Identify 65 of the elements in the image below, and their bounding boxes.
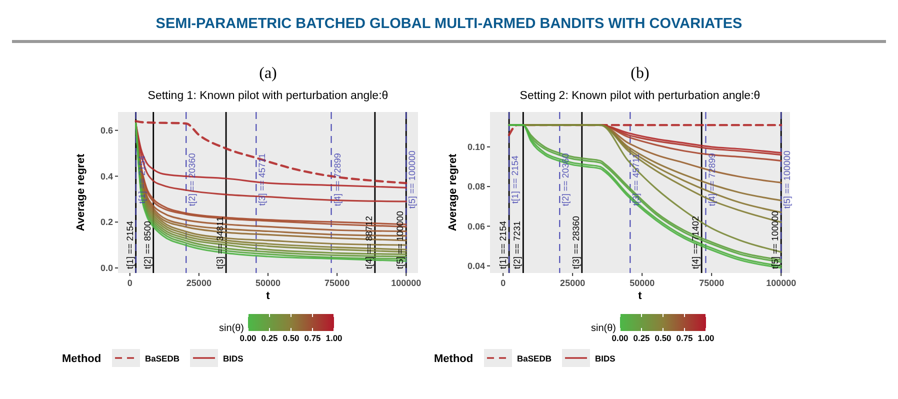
legend-title: Method xyxy=(434,353,474,365)
chart-title: Setting 2: Known pilot with perturbation angle:θ xyxy=(520,90,760,102)
x-tick-label: 75000 xyxy=(699,278,724,288)
ref-line-label: t[2] == 20360 xyxy=(187,153,198,206)
ref-line-label: t[1] == 2154 xyxy=(124,220,135,269)
ref-line-label: t[1] == 2154 xyxy=(136,156,147,204)
x-tick-label: 100000 xyxy=(391,278,422,288)
ref-line-label: t[3] == 28360 xyxy=(570,216,581,269)
color-bar-label: 0.25 xyxy=(261,333,278,343)
x-tick-label: 100000 xyxy=(766,278,796,288)
ref-line-label: t[5] == 100000 xyxy=(407,150,418,209)
ref-line-label: t[5] == 100000 xyxy=(395,210,406,269)
ref-line-label: t[4] == 72899 xyxy=(332,153,342,206)
legend-label: BIDS xyxy=(595,354,616,364)
ref-line-label: t[2] == 20360 xyxy=(560,153,571,206)
ref-line-label: t[1] == 2154 xyxy=(510,156,520,204)
ref-line-label: t[4] == 88712 xyxy=(364,216,374,269)
legend-title: Method xyxy=(62,353,102,365)
color-bar-label: 0.50 xyxy=(282,333,300,343)
y-tick-label: 0.4 xyxy=(100,171,113,182)
color-bar-label: 0.00 xyxy=(240,333,257,343)
y-tick-label: 0.04 xyxy=(467,261,485,272)
y-tick-label: 0.08 xyxy=(467,182,485,192)
y-tick-label: 0.2 xyxy=(100,217,113,228)
y-tick-label: 0.6 xyxy=(100,126,113,136)
y-axis-title: Average regret xyxy=(75,154,87,232)
color-bar-label: 1.00 xyxy=(326,333,343,343)
y-tick-label: 0.10 xyxy=(467,142,485,152)
y-tick-label: 0.0 xyxy=(100,263,113,274)
color-bar-label: 0.75 xyxy=(676,333,694,343)
x-tick-label: 25000 xyxy=(560,278,586,288)
x-axis-title: t xyxy=(266,290,270,302)
text: (a) xyxy=(259,65,277,82)
x-tick-label: 0 xyxy=(500,278,506,288)
x-tick-label: 50000 xyxy=(255,278,281,288)
x-tick-label: 25000 xyxy=(186,278,212,288)
text: SEMI-PARAMETRIC BATCHED GLOBAL MULTI-ARMED BANDITS WITH COVARIATES xyxy=(156,16,743,32)
ref-line-label: t[2] == 7231 xyxy=(512,220,522,269)
x-axis-title: t xyxy=(638,290,642,302)
x-tick-label: 50000 xyxy=(630,278,655,288)
x-tick-label: 75000 xyxy=(324,278,350,288)
y-tick-label: 0.06 xyxy=(467,221,485,232)
ref-line-label: t[3] == 34811 xyxy=(215,216,226,269)
ref-line-label: t[4] == 71402 xyxy=(690,216,701,269)
color-bar-title: sin(θ) xyxy=(218,323,244,334)
color-bar-label: 0.25 xyxy=(633,333,650,343)
x-tick-label: 0 xyxy=(127,278,132,288)
text: (b) xyxy=(630,65,650,82)
color-bar-label: 1.00 xyxy=(698,333,715,343)
ref-line-label: t[2] == 8500 xyxy=(142,220,152,269)
ref-line-label: t[5] == 100000 xyxy=(770,210,780,269)
color-bar-label: 0.50 xyxy=(654,333,672,343)
ref-line-label: t[3] == 45711 xyxy=(631,153,642,206)
legend-label: BaSEDB xyxy=(145,354,180,364)
color-bar-title: sin(θ) xyxy=(590,323,616,334)
color-bar-label: 0.00 xyxy=(612,333,629,343)
ref-line-label: t[1] == 2154 xyxy=(498,220,508,269)
chart-title: Setting 1: Known pilot with perturbation angle:θ xyxy=(148,90,388,102)
ref-line-label: t[3] == 45711 xyxy=(257,153,268,206)
legend-label: BIDS xyxy=(223,354,244,364)
ref-line-label: t[4] == 72899 xyxy=(706,153,717,206)
color-bar-label: 0.75 xyxy=(304,333,322,343)
y-axis-title: Average regret xyxy=(447,154,459,232)
ref-line-label: t[5] == 100000 xyxy=(782,150,792,209)
legend-label: BaSEDB xyxy=(517,354,552,364)
